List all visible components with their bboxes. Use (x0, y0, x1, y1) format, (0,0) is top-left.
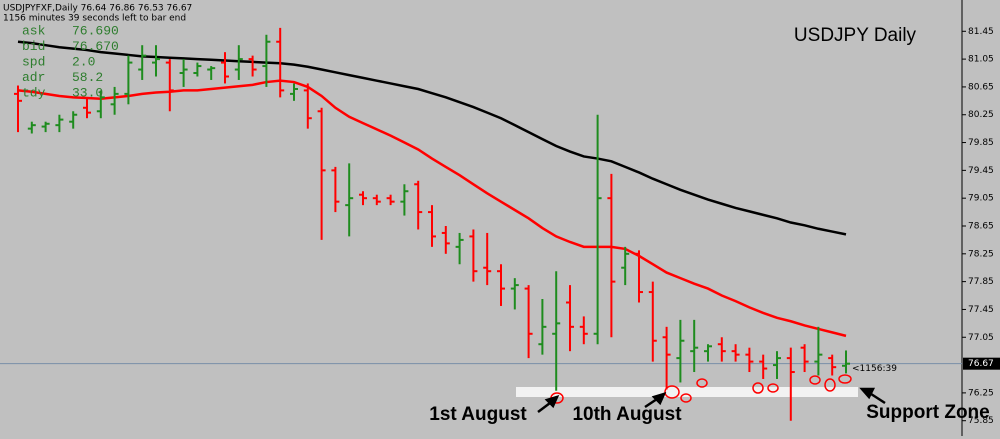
y-tick-label: 79.05 (968, 194, 994, 204)
support-zone (516, 387, 858, 397)
annotation: 10th August (572, 404, 682, 425)
timer-label: <1156:39 (852, 364, 897, 374)
y-tick-label: 75.85 (968, 416, 994, 426)
chart-title: USDJPY Daily (794, 25, 917, 46)
countdown: 1156 minutes 39 seconds left to bar end (3, 14, 186, 24)
y-tick-label: 78.25 (968, 249, 994, 259)
y-tick-label: 77.85 (968, 277, 994, 287)
y-tick-label: 77.05 (968, 333, 994, 343)
panel-key: spd (22, 54, 45, 69)
moving-average (17, 79, 847, 338)
last-price-box (963, 357, 1000, 370)
panel-key: ask (22, 23, 46, 38)
panel-value: 76.670 (72, 39, 119, 54)
panel-value: 76.690 (72, 23, 119, 38)
marks (0, 27, 962, 421)
y-tick-label: 80.65 (968, 82, 994, 92)
panel-value: 58.2 (72, 70, 103, 85)
panel-key: bid (22, 39, 45, 54)
last-price-label: 76.67 (968, 359, 994, 369)
panel-value: 2.0 (72, 54, 95, 69)
y-tick-label: 81.05 (968, 55, 994, 65)
annotation: 1st August (429, 404, 527, 425)
y-tick-label: 77.45 (968, 305, 994, 315)
y-tick-label: 79.85 (968, 138, 994, 148)
annotation: Support Zone (866, 402, 989, 423)
y-tick-label: 76.25 (968, 388, 994, 398)
panel-value: 33.0 (72, 85, 103, 100)
y-tick-label: 79.45 (968, 166, 994, 176)
y-tick-label: 78.65 (968, 221, 994, 231)
y-tick-label: 81.45 (968, 27, 994, 37)
panel-key: adr (22, 70, 45, 85)
arrows (537, 387, 886, 413)
y-tick-label: 80.25 (968, 110, 994, 120)
header: USDJPYFXF,Daily 76.64 76.86 76.53 76.67 (3, 4, 192, 14)
panel-key: tdy (22, 85, 46, 100)
